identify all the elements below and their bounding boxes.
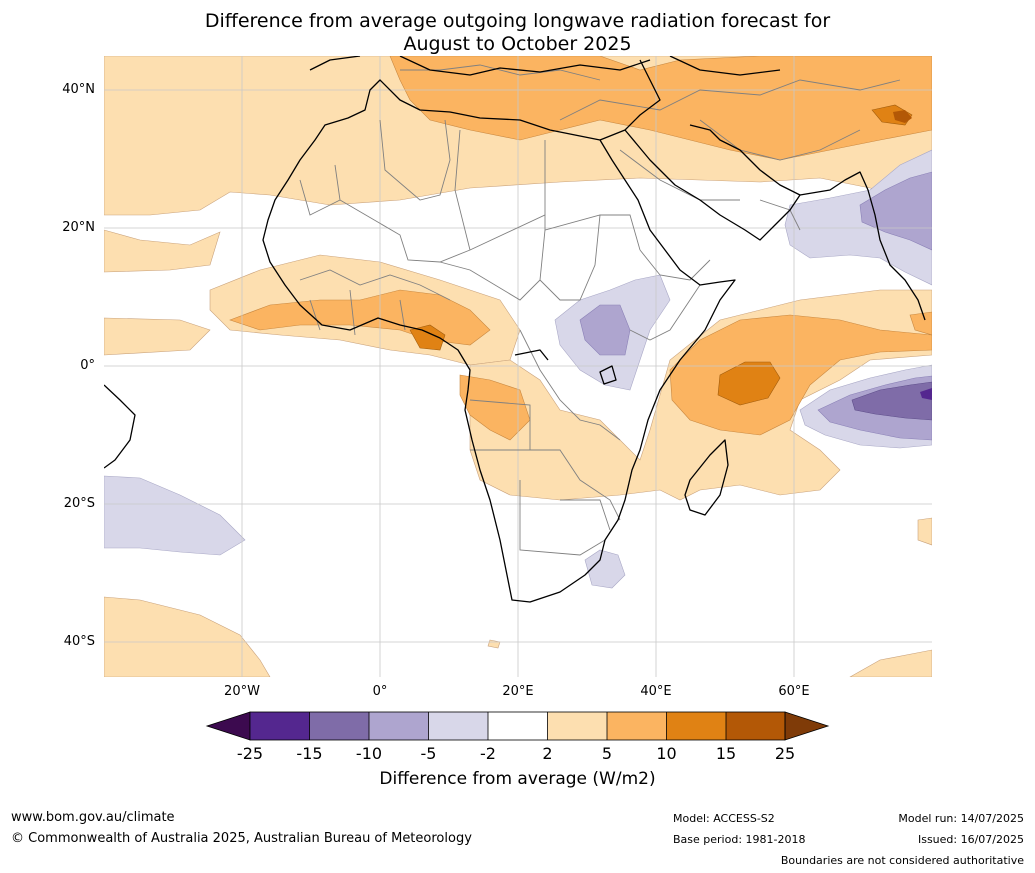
- colorbar-tick-label: 5: [601, 744, 613, 763]
- lon-label-20w: 20°W: [224, 684, 260, 699]
- colorbar-tick-label: -25: [236, 744, 264, 763]
- lon-label-40e: 40°E: [640, 684, 672, 699]
- coastlines: [104, 56, 926, 603]
- colorbar-segment: [547, 712, 607, 740]
- colorbar-segment: [309, 712, 369, 740]
- colorbar-segment: [607, 712, 667, 740]
- anomaly-deep-purple-patch: [920, 388, 932, 400]
- anomaly-dark-orange: [409, 104, 913, 406]
- colorbar-tick-label: -5: [420, 744, 437, 763]
- lon-label-60e: 60°E: [778, 684, 810, 699]
- colorbar-tick-label: 10: [656, 744, 677, 763]
- map-title-line2: August to October 2025: [403, 33, 632, 55]
- colorbar-max-arrow: [784, 711, 830, 741]
- colorbar: [205, 711, 830, 741]
- lat-label-40n: 40°N: [62, 82, 95, 97]
- colorbar-segment: [250, 712, 310, 740]
- footer-disclaimer: Boundaries are not considered authoritat…: [780, 854, 1024, 867]
- colorbar-title: Difference from average (W/m2): [379, 769, 656, 789]
- colorbar-tick-label: -10: [355, 744, 383, 763]
- footer-model-run: Model run: 14/07/2025: [898, 812, 1024, 825]
- colorbar-tick-label: 15: [715, 744, 737, 763]
- colorbar-min-arrow: [205, 711, 251, 741]
- colorbar-segment: [428, 712, 488, 740]
- colorbar-segment: [666, 712, 726, 740]
- anomaly-dark-purple: [851, 381, 932, 421]
- colorbar-tick-label: -15: [296, 744, 323, 763]
- country-boundaries: [299, 64, 901, 556]
- colorbar-tick-label: 2: [542, 744, 553, 763]
- footer-website: www.bom.gov.au/climate: [11, 810, 175, 825]
- lat-label-40s: 40°S: [63, 634, 95, 649]
- colorbar-tick-label: 25: [774, 744, 796, 763]
- footer-issued: Issued: 16/07/2025: [917, 833, 1024, 846]
- lat-label-equator: 0°: [80, 358, 95, 373]
- lat-label-20n: 20°N: [62, 220, 95, 235]
- anomaly-brown-patch: [893, 110, 912, 123]
- colorbar-segment: [369, 712, 429, 740]
- lon-label-20e: 20°E: [502, 684, 534, 699]
- footer-copyright: © Commonwealth of Australia 2025, Austra…: [11, 831, 472, 846]
- footer-model: Model: ACCESS-S2: [673, 812, 775, 825]
- lat-label-20s: 20°S: [63, 496, 95, 511]
- anomaly-mid-orange: [229, 56, 932, 441]
- map-title: Difference from average outgoing longwav…: [0, 10, 1035, 56]
- map-title-line1: Difference from average outgoing longwav…: [204, 10, 831, 32]
- colorbar-tick-label: -2: [480, 744, 496, 763]
- colorbar-segment: [488, 712, 548, 740]
- lon-label-0: 0°: [372, 684, 388, 699]
- footer-base-period: Base period: 1981-2018: [673, 833, 806, 846]
- colorbar-segment: [726, 712, 785, 740]
